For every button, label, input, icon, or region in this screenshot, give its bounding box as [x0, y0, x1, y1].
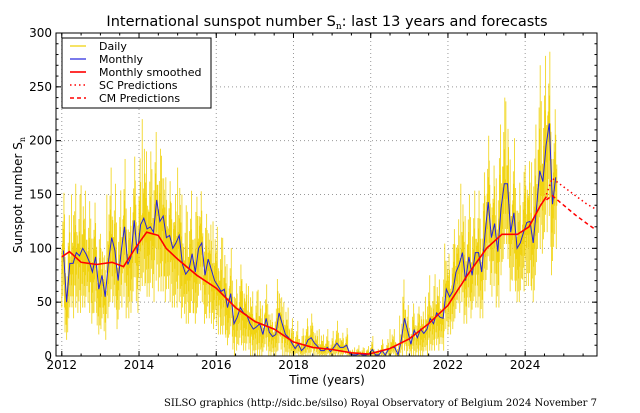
y-tick-label: 250	[29, 80, 52, 94]
daily-series	[61, 51, 558, 356]
axis-ticks: 2012 2014 2016 2018 2020 2022 2024 0 50 100 150 200…	[29, 26, 597, 372]
legend-label-daily: Daily	[99, 40, 127, 53]
legend-label-smoothed: Monthly smoothed	[99, 66, 201, 79]
legend: Daily Monthly Monthly smoothed SC Predic…	[61, 37, 212, 109]
x-tick-label: 2018	[278, 358, 309, 372]
y-tick-label: 50	[37, 295, 52, 309]
legend-label-cm: CM Predictions	[99, 92, 180, 105]
x-axis-label: Time (years)	[288, 373, 365, 387]
x-tick-label: 2020	[355, 358, 386, 372]
legend-box	[61, 37, 212, 109]
legend-label-sc: SC Predictions	[99, 79, 178, 92]
chart-title: International sunspot number Sn: last 13…	[106, 14, 547, 32]
monthly-line	[62, 123, 557, 357]
x-tick-label: 2022	[433, 358, 464, 372]
y-tick-label: 200	[29, 134, 52, 148]
x-tick-label: 2016	[201, 358, 232, 372]
x-tick-label: 2024	[510, 358, 541, 372]
x-tick-label: 2012	[47, 358, 78, 372]
y-tick-label: 300	[29, 26, 52, 40]
x-tick-label: 2014	[124, 358, 155, 372]
y-axis-label: Sunspot number Sn	[11, 137, 27, 253]
legend-label-monthly: Monthly	[99, 53, 144, 66]
y-tick-label: 150	[29, 188, 52, 202]
y-tick-label: 100	[29, 241, 52, 255]
sc-predictions-line	[545, 177, 596, 210]
line-series	[61, 123, 596, 357]
y-tick-label: 0	[44, 349, 52, 363]
cm-predictions-line	[545, 194, 596, 230]
footer-credit: SILSO graphics (http://sidc.be/silso) Ro…	[164, 398, 597, 409]
smoothed-line	[61, 196, 548, 355]
